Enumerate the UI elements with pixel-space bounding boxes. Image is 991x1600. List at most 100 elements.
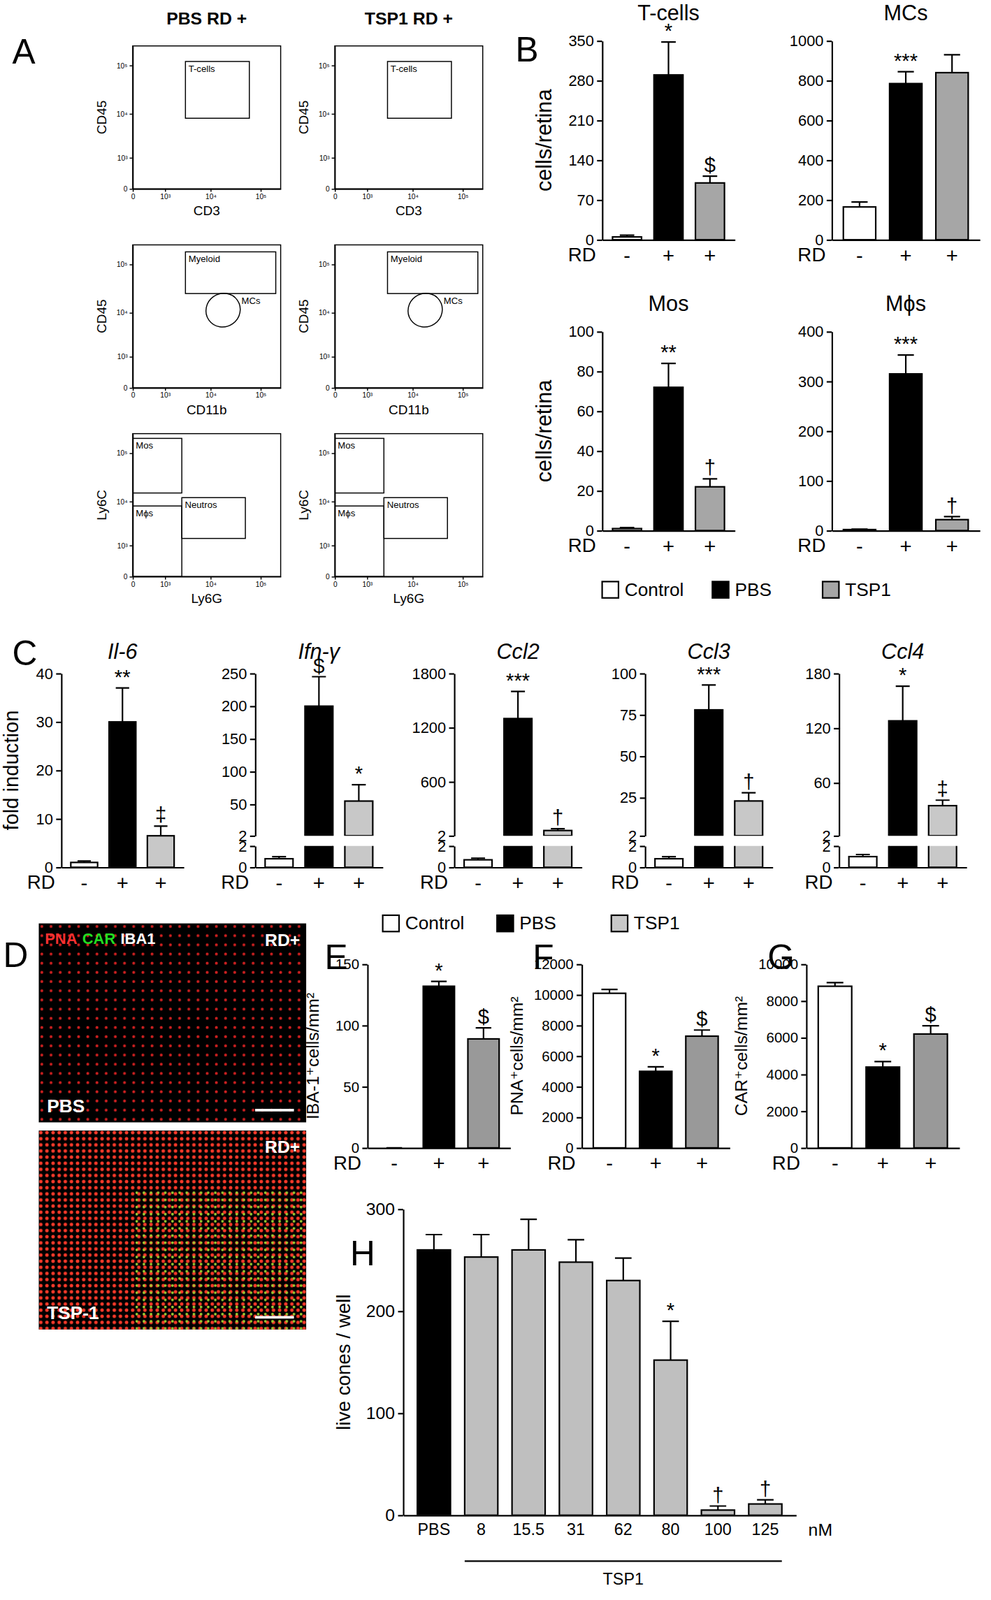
- significance: *: [898, 663, 907, 687]
- legend-entry: TSP1: [611, 912, 681, 934]
- tick-label: 200: [221, 697, 248, 715]
- tick: 10⁵: [457, 188, 469, 201]
- significance: ‡: [937, 777, 949, 801]
- tick: 0: [325, 573, 335, 581]
- tick-label: +: [900, 535, 913, 558]
- tick-label: 80: [661, 1520, 681, 1539]
- y-axis-title: CD45: [296, 299, 311, 333]
- x-axis-line: [645, 867, 774, 869]
- tick: 100: [798, 472, 832, 490]
- flow-plot: MosNeutrosMϕs010³10⁴10⁵010³10⁴10⁵Ly6GLy6…: [296, 433, 483, 606]
- tick-mark: [800, 1111, 806, 1113]
- tick-label: 200: [798, 191, 824, 209]
- panel-label: F: [532, 937, 554, 978]
- tick: +: [703, 867, 715, 894]
- bar: [748, 1504, 782, 1516]
- plot-frame: [132, 433, 281, 577]
- tick: -: [623, 530, 631, 558]
- tick-mark: [362, 1025, 367, 1027]
- gate-label: Myeloid: [188, 253, 221, 265]
- tick: 140: [568, 151, 602, 170]
- bars: [849, 846, 957, 868]
- tick-label: 50: [343, 1079, 360, 1096]
- y-axis-line: [601, 41, 604, 241]
- bar: [147, 835, 175, 868]
- significance: $: [696, 1007, 708, 1031]
- tick-label: +: [946, 535, 959, 558]
- bar: [695, 487, 725, 532]
- flow-plot: T-cells010³10⁴10⁵010³10⁴10⁵CD3CD45: [94, 46, 281, 219]
- x-axis: -++: [806, 1148, 960, 1175]
- error-bar: [567, 1239, 585, 1263]
- tick-label: 125: [751, 1520, 780, 1539]
- x-axis-line: [582, 1148, 731, 1150]
- tick-label: +: [696, 1152, 708, 1175]
- y-axis: 0200040006000800010000: [758, 956, 807, 1156]
- error-bar: [271, 856, 286, 859]
- bar: [865, 1067, 900, 1149]
- y-axis: 0100200300400: [798, 322, 833, 540]
- image-corner-label: RD+: [264, 1137, 300, 1157]
- image-texture: [38, 923, 307, 1124]
- tick-label: 2000: [541, 1109, 574, 1126]
- legend-entry: Control: [382, 912, 465, 934]
- tick-label: +: [703, 535, 716, 558]
- tick-label: +: [662, 535, 675, 558]
- tick: +: [703, 239, 716, 267]
- tick-mark: [129, 65, 133, 67]
- x-axis: -++: [832, 530, 981, 558]
- tick: 10⁴: [116, 110, 133, 119]
- error-bar: [851, 528, 868, 531]
- tick-label: -: [474, 872, 482, 895]
- error-bar: [702, 176, 718, 184]
- x-axis-title: RD: [27, 871, 56, 894]
- significance: ***: [893, 332, 918, 356]
- tick-label: 62: [614, 1520, 633, 1539]
- tick: -: [859, 867, 867, 894]
- tick: 10⁵: [116, 260, 133, 269]
- tick-mark: [260, 576, 262, 580]
- panel-label: C: [12, 633, 38, 674]
- gate: [334, 505, 384, 577]
- gate: [181, 497, 246, 539]
- tick: 62: [614, 1515, 633, 1539]
- tick-mark: [800, 1148, 806, 1150]
- tick: 10⁴: [407, 387, 419, 400]
- x-axis-line: [832, 239, 981, 242]
- tick-mark: [462, 387, 464, 391]
- tick-label: 10³: [362, 391, 373, 400]
- tick: -: [390, 1148, 398, 1175]
- tick: 10³: [362, 576, 373, 589]
- tick: 10³: [160, 188, 171, 201]
- tick-mark: [250, 738, 256, 741]
- y-axis: 010³10⁴10⁵: [116, 433, 134, 581]
- tick-label: 150: [221, 730, 248, 748]
- bars: [464, 846, 572, 868]
- tick-mark: [362, 964, 367, 966]
- bars: [612, 41, 725, 240]
- tick-mark: [398, 1311, 404, 1313]
- tick-mark: [826, 120, 832, 122]
- tick-label: 25: [619, 789, 637, 807]
- bar: [70, 862, 98, 868]
- tick-mark: [398, 1413, 404, 1415]
- tick-mark: [250, 705, 256, 708]
- tick: +: [352, 867, 365, 894]
- tick-label: 10³: [319, 352, 330, 361]
- column-title: TSP1 RD +: [364, 9, 453, 28]
- tick-mark: [800, 1037, 806, 1040]
- legend: ControlPBSTSP1: [382, 912, 681, 934]
- tick-mark: [331, 452, 335, 454]
- significance: $: [925, 1003, 937, 1026]
- x-axis-title: RD: [772, 1152, 801, 1175]
- tick: 10⁵: [116, 449, 133, 458]
- tick-label: 10⁴: [116, 110, 128, 119]
- y-axis-line: [334, 245, 336, 388]
- tick-mark: [366, 576, 368, 580]
- tick: 10³: [117, 352, 133, 361]
- tick: +: [116, 867, 129, 894]
- chart-title: Mos: [648, 291, 690, 316]
- tick-label: 300: [366, 1199, 395, 1219]
- tick-label: 10⁵: [457, 192, 469, 201]
- x-axis-title: Ly6G: [393, 591, 425, 606]
